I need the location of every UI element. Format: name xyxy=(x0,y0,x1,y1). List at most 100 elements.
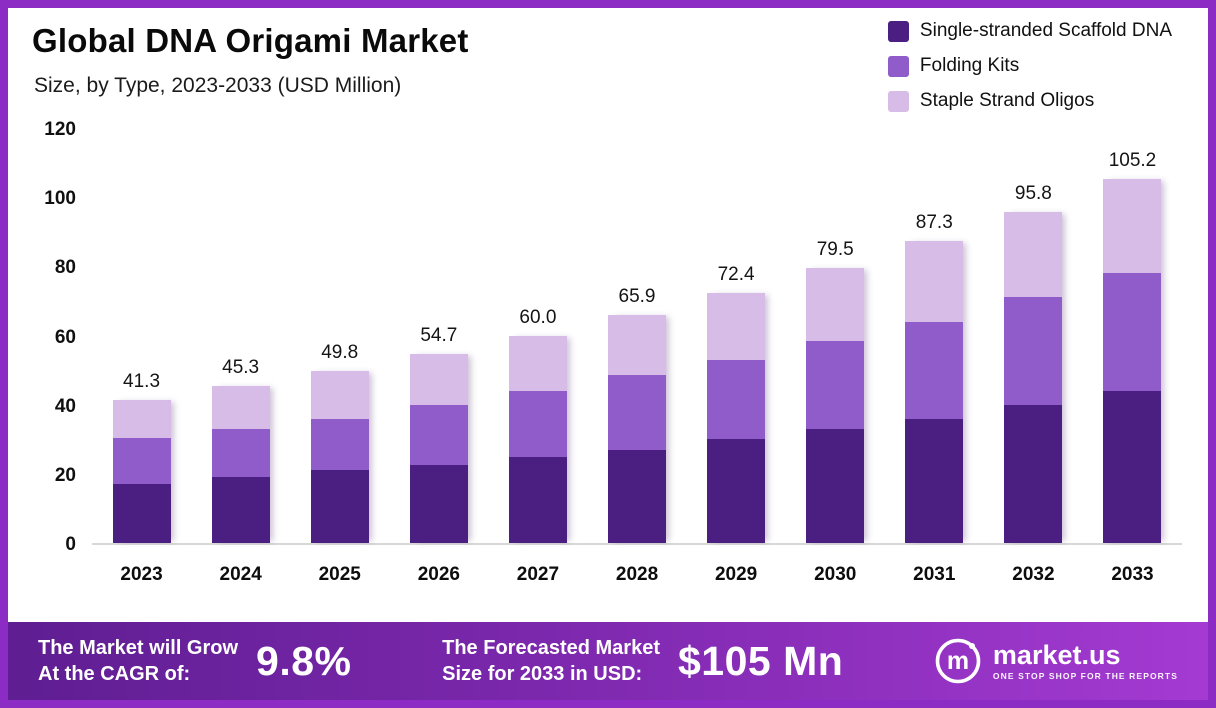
x-axis-label: 2031 xyxy=(913,564,956,585)
stacked-bar xyxy=(508,335,567,543)
x-axis-label: 2025 xyxy=(318,564,361,585)
plot-area: 41.3 45.3 49.8 54.7 60.0 65.9 72.4 79.5 87.3 95.8… xyxy=(92,130,1182,545)
stacked-bar xyxy=(1004,211,1063,543)
legend-item-folding-kits: Folding Kits xyxy=(887,55,1172,77)
stacked-bar xyxy=(806,268,865,543)
bar-segment xyxy=(211,386,270,429)
x-axis-label: 2028 xyxy=(615,564,659,585)
bar-total-label: 105.2 xyxy=(1108,150,1157,172)
bar-segment xyxy=(112,484,171,543)
bar-segment xyxy=(409,465,468,543)
brand-tagline: ONE STOP SHOP FOR THE REPORTS xyxy=(992,671,1178,682)
bar-group: 54.7 xyxy=(389,130,488,543)
bar-total-label: 54.7 xyxy=(420,324,458,346)
bar-segment xyxy=(608,315,667,376)
bar-segment xyxy=(508,390,567,457)
bar-group: 87.3 xyxy=(885,130,984,543)
bar-total-label: 79.5 xyxy=(816,239,854,261)
bar-segment xyxy=(608,375,667,450)
x-axis-label: 2029 xyxy=(714,564,758,585)
bar-segment xyxy=(806,268,865,341)
svg-text:m: m xyxy=(947,647,969,675)
bar-segment xyxy=(905,241,964,322)
x-axis-label: 2032 xyxy=(1012,564,1055,585)
bar-total-label: 45.3 xyxy=(222,357,260,379)
bar-segment xyxy=(905,418,964,543)
stacked-bar xyxy=(211,386,270,543)
stacked-bar xyxy=(409,353,468,543)
bar-segment xyxy=(707,439,766,543)
stacked-bar xyxy=(310,370,369,543)
bar-segment xyxy=(806,428,865,543)
y-tick-label: 40 xyxy=(54,395,76,417)
bar-total-label: 95.8 xyxy=(1014,182,1052,204)
bar-total-label: 72.4 xyxy=(717,263,755,285)
bar-segment xyxy=(211,477,270,543)
cagr-group: The Market will Grow At the CAGR of: 9.8… xyxy=(38,635,352,687)
stacked-bar xyxy=(707,292,766,543)
x-axis-label: 2024 xyxy=(219,564,262,585)
stacked-bar xyxy=(608,315,667,543)
bar-group: 79.5 xyxy=(786,130,885,543)
bar-total-label: 60.0 xyxy=(519,306,557,328)
x-axis-label: 2026 xyxy=(417,564,460,585)
y-tick-label: 100 xyxy=(44,188,76,210)
legend-label: Staple Strand Oligos xyxy=(919,90,1095,111)
y-tick-label: 0 xyxy=(65,534,76,555)
bar-group: 60.0 xyxy=(488,130,587,543)
x-axis-labels: 2023 2024 2025 2026 2027 2028 2029 2030 2031 2032… xyxy=(92,564,1182,586)
y-tick-label: 20 xyxy=(54,464,76,486)
bar-segment xyxy=(112,437,171,485)
bar-group: 95.8 xyxy=(984,130,1083,543)
legend-swatch-folding-kits xyxy=(887,55,909,77)
y-tick-label: 60 xyxy=(54,326,76,348)
brand-name: market.us xyxy=(992,639,1121,670)
y-axis: 0 20 40 60 80 100 120 xyxy=(20,119,76,555)
bar-segment xyxy=(1004,297,1063,405)
y-tick-label: 80 xyxy=(54,257,76,279)
bar-segment xyxy=(409,404,468,466)
bar-group: 45.3 xyxy=(191,130,290,543)
stacked-bar xyxy=(905,241,964,543)
x-axis-label: 2033 xyxy=(1111,564,1154,585)
bar-segment xyxy=(211,428,270,478)
bar-segment xyxy=(806,340,865,429)
x-axis-label: 2023 xyxy=(120,564,163,585)
market-us-logo-icon: m xyxy=(935,638,981,684)
bar-total-label: 87.3 xyxy=(915,212,953,234)
bar-segment xyxy=(905,321,964,419)
bar-segment xyxy=(508,456,567,543)
market-us-brand: m market.us ONE STOP SHOP FOR THE REPORT… xyxy=(934,637,1178,685)
footer-banner: The Market will Grow At the CAGR of: 9.8… xyxy=(8,622,1208,700)
cagr-label-line2: At the CAGR of: xyxy=(38,663,191,685)
legend-label: Folding Kits xyxy=(919,55,1020,76)
legend-item-staple-oligos: Staple Strand Oligos xyxy=(887,90,1172,112)
bar-group: 72.4 xyxy=(687,130,786,543)
bar-segment xyxy=(508,335,567,391)
bar-segment xyxy=(1004,404,1063,543)
legend-swatch-staple-oligos xyxy=(887,90,909,112)
legend-label: Single-stranded Scaffold DNA xyxy=(919,20,1172,41)
stacked-bar xyxy=(112,400,171,543)
legend-item-scaffold-dna: Single-stranded Scaffold DNA xyxy=(887,20,1172,42)
page-title: Global DNA Origami Market xyxy=(32,22,469,59)
bar-segment xyxy=(310,470,369,543)
bar-group: 41.3 xyxy=(92,130,191,543)
bar-total-label: 41.3 xyxy=(123,371,161,393)
bar-segment xyxy=(1103,273,1162,391)
forecast-value: $105 Mn xyxy=(677,637,844,684)
bar-total-label: 65.9 xyxy=(618,286,656,308)
bar-segment xyxy=(409,353,468,405)
y-tick-label: 120 xyxy=(44,119,76,140)
brand-text: market.us ONE STOP SHOP FOR THE REPORTS xyxy=(992,639,1178,682)
bar-segment xyxy=(608,449,667,543)
legend-swatch-scaffold-dna xyxy=(887,20,909,42)
forecast-label-line1: The Forecasted Market xyxy=(442,637,660,659)
cagr-label: The Market will Grow At the CAGR of: xyxy=(38,635,238,687)
x-axis-label: 2030 xyxy=(814,564,857,585)
forecast-label-line2: Size for 2033 in USD: xyxy=(442,663,643,685)
cagr-label-line1: The Market will Grow xyxy=(38,637,239,659)
bar-segment xyxy=(707,292,766,360)
forecast-group: The Forecasted Market Size for 2033 in U… xyxy=(442,635,843,687)
